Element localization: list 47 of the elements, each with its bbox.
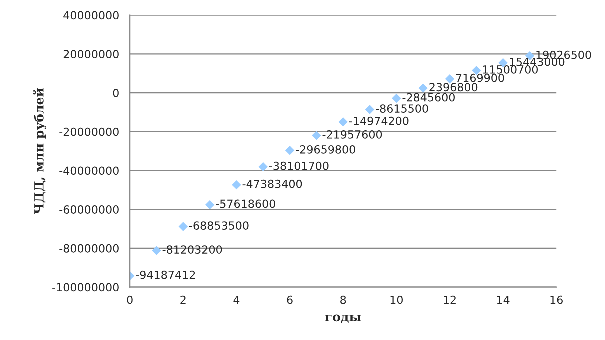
data-label: -14974200	[349, 116, 409, 126]
x-tick-label: 2	[180, 296, 186, 304]
x-tick-label: 4	[234, 296, 240, 304]
data-label: -47383400	[242, 180, 302, 188]
y-tick-label: 0	[113, 88, 119, 98]
x-tick-label: 10	[390, 296, 403, 304]
point	[312, 131, 322, 140]
data-label: -57618600	[216, 200, 276, 208]
data-label: 15443000	[510, 58, 565, 66]
x-tick-label: 8	[340, 296, 346, 304]
data-label: -8615500	[376, 104, 428, 113]
y-tick-label: -40000000	[60, 166, 119, 176]
point	[418, 84, 428, 93]
point	[285, 146, 295, 156]
x-tick-label: 6	[287, 296, 293, 304]
data-label: -2845600	[402, 93, 455, 102]
point	[232, 180, 242, 190]
y-tick-label: -80000000	[60, 244, 119, 253]
data-label: -21957600	[322, 130, 382, 139]
point	[178, 222, 188, 232]
data-label: 11500700	[483, 65, 538, 74]
y-tick-label: -100000000	[52, 283, 119, 292]
x-tick-label: 16	[550, 296, 563, 304]
point	[365, 105, 375, 114]
point	[445, 74, 455, 84]
data-label: 2396800	[430, 83, 478, 92]
data-label: -29659800	[296, 145, 356, 154]
point	[258, 162, 268, 172]
data-label: -38101700	[269, 162, 329, 170]
data-label: -81203200	[162, 246, 222, 254]
y-tick-label: 20000000	[64, 50, 119, 59]
y-axis-title: ЧДД, млн рублей	[33, 88, 46, 214]
data-label: -94187412	[136, 270, 196, 280]
data-label: -68853500	[189, 222, 249, 230]
point	[392, 94, 402, 104]
y-tick-label: 40000000	[64, 11, 119, 20]
x-axis-title: годы	[325, 314, 362, 324]
point	[152, 246, 162, 256]
point	[338, 118, 348, 127]
y-tick-label: -20000000	[60, 128, 119, 136]
x-tick-label: 12	[444, 296, 456, 304]
point	[205, 200, 215, 210]
data-label: 7169900	[456, 74, 504, 82]
y-tick-label: -60000000	[60, 206, 119, 214]
x-tick-label: 14	[497, 296, 510, 304]
x-tick-label: 0	[127, 296, 133, 304]
data-label: 19026500	[536, 50, 592, 60]
